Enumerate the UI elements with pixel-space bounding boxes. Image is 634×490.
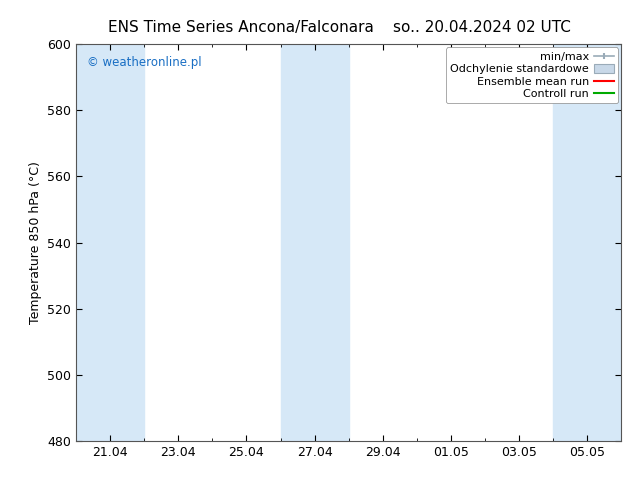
Y-axis label: Temperature 850 hPa (°C): Temperature 850 hPa (°C) [29, 161, 42, 324]
Text: ENS Time Series Ancona/Falconara: ENS Time Series Ancona/Falconara [108, 20, 374, 35]
Text: so.. 20.04.2024 02 UTC: so.. 20.04.2024 02 UTC [393, 20, 571, 35]
Legend: min/max, Odchylenie standardowe, Ensemble mean run, Controll run: min/max, Odchylenie standardowe, Ensembl… [446, 48, 618, 103]
Bar [280, 44, 349, 441]
Bar [553, 44, 621, 441]
Bar [76, 44, 144, 441]
Text: © weatheronline.pl: © weatheronline.pl [87, 56, 202, 69]
